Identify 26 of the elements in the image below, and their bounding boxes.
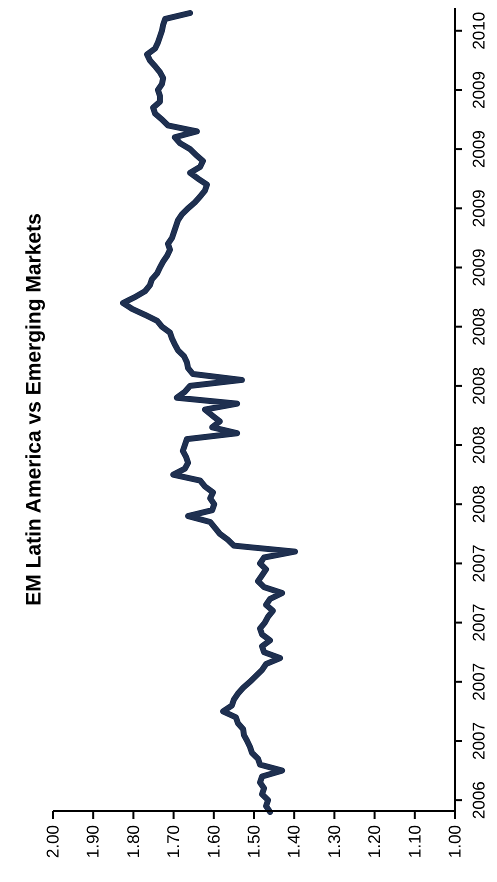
x-tick-label: 1.00 [446,825,464,858]
y-tick-label: 2007 [470,722,488,760]
y-tick-label: 2008 [470,366,488,405]
y-tick-label: 2009 [470,71,488,109]
y-tick-label: 2009 [470,189,488,228]
x-tick-label: 1.50 [244,825,264,858]
x-tick-label: 1.60 [204,825,224,858]
y-tick-label: 2010 [470,12,488,50]
y-tick-label: 2008 [470,426,488,464]
y-tick-label: 2007 [470,662,488,701]
y-tick-label: 2008 [470,308,488,346]
x-tick-label: 1.40 [284,825,304,858]
x-tick-label: 1.70 [164,825,184,858]
y-tick-label: 2006 [470,781,488,820]
x-tick-label: 1.90 [84,825,103,858]
y-tick-label: 2007 [470,604,488,642]
x-tick-label: 1.20 [365,825,384,858]
x-tick-label: 1.30 [324,825,344,858]
y-tick-label: 2007 [470,544,488,582]
x-tick-label: 1.10 [405,825,424,858]
text: EM Latin America vs Emerging Markets [22,213,46,606]
x-tick-label: 1.80 [124,825,143,858]
y-tick-label: 2009 [470,248,488,286]
y-tick-label: 2008 [470,485,488,524]
y-tick-label: 2009 [470,130,488,168]
x-tick-label: 2.00 [44,825,62,858]
